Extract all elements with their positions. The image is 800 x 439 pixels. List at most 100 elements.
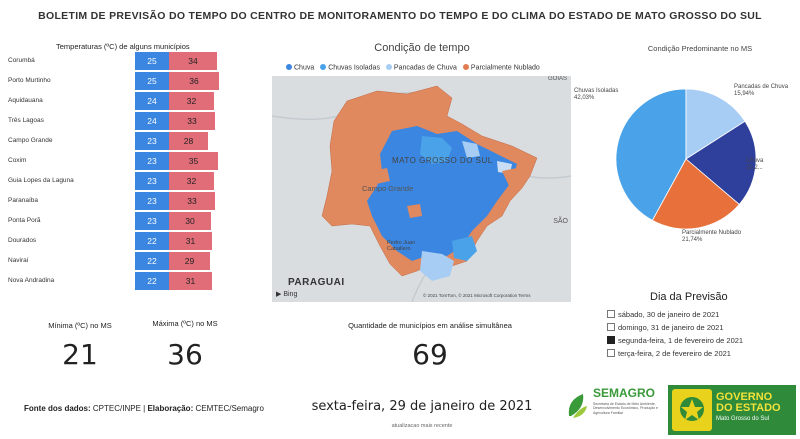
weather-map[interactable]: GOIÁS MATO GROSSO DO SUL Campo Grande Pe… bbox=[272, 76, 571, 302]
min-temp-bar: 23 bbox=[135, 152, 169, 170]
max-temp-bar: 32 bbox=[169, 92, 214, 110]
map-label-goias: GOIÁS bbox=[547, 76, 567, 82]
pie-svg bbox=[615, 88, 757, 230]
map-title: Condição de tempo bbox=[374, 42, 470, 54]
max-temp-bar: 35 bbox=[169, 152, 218, 170]
data-source: Fonte dos dados: CPTEC/INPE | Elaboração… bbox=[24, 404, 264, 413]
min-temp-bar: 25 bbox=[135, 52, 169, 70]
min-temp-bar: 22 bbox=[135, 252, 169, 270]
city-name: Porto Murtinho bbox=[8, 77, 51, 84]
pie-label-chuva: Chuva 20,2... bbox=[746, 158, 764, 171]
day-option[interactable]: segunda-feira, 1 de fevereiro de 2021 bbox=[607, 336, 743, 345]
legend-item-parcialmente-nublado[interactable]: Parcialmente Nublado bbox=[462, 64, 540, 72]
temperature-row[interactable]: Aquidauana 24 32 bbox=[0, 92, 240, 110]
max-temp-bar: 36 bbox=[169, 72, 219, 90]
temperature-row[interactable]: Corumbá 25 34 bbox=[0, 52, 240, 70]
municipalities-count-value: 69 bbox=[412, 338, 448, 371]
legend-dot-icon bbox=[286, 64, 292, 70]
min-temp-bar: 23 bbox=[135, 172, 169, 190]
pie-label-parcialmente-nublado: Parcialmente Nublado 21,74% bbox=[682, 230, 742, 243]
map-label-state: MATO GROSSO DO SUL bbox=[392, 156, 493, 165]
pie-slice[interactable] bbox=[615, 88, 687, 221]
max-temp-bar: 29 bbox=[169, 252, 210, 270]
pie-slice[interactable] bbox=[685, 120, 757, 205]
page-title: BOLETIM DE PREVISÃO DO TEMPO DO CENTRO D… bbox=[38, 10, 762, 22]
map-attribution[interactable]: © 2021 TomTom, © 2021 Microsoft Corporat… bbox=[423, 293, 531, 298]
temperature-row[interactable]: Dourados 22 31 bbox=[0, 232, 240, 250]
max-temp-label: Máxima (ºC) no MS bbox=[152, 319, 218, 328]
day-option[interactable]: domingo, 31 de janeiro de 2021 bbox=[607, 323, 724, 332]
checkbox-icon[interactable] bbox=[607, 323, 615, 331]
legend-item-chuvas-isoladas[interactable]: Chuvas Isoladas bbox=[320, 64, 380, 72]
temperature-row[interactable]: Guia Lopes da Laguna 23 32 bbox=[0, 172, 240, 190]
temperature-row[interactable]: Porto Murtinho 25 36 bbox=[0, 72, 240, 90]
city-name: Três Lagoas bbox=[8, 117, 44, 124]
checkbox-icon[interactable] bbox=[607, 349, 615, 357]
temperature-row[interactable]: Ponta Porã 23 30 bbox=[0, 212, 240, 230]
city-name: Guia Lopes da Laguna bbox=[8, 177, 74, 184]
min-temp-bar: 23 bbox=[135, 132, 169, 150]
map-shapes bbox=[272, 85, 571, 302]
min-temp-bar: 24 bbox=[135, 112, 169, 130]
min-temp-bar: 22 bbox=[135, 272, 169, 290]
temperature-row[interactable]: Coxim 23 35 bbox=[0, 152, 240, 170]
region-pancadas bbox=[420, 251, 454, 281]
state-coat-of-arms-icon bbox=[672, 389, 712, 431]
map-label-campo-grande: Campo Grande bbox=[362, 184, 414, 193]
map-label-paraguai: PARAGUAI bbox=[288, 277, 345, 288]
map-label-pedro-juan: Pedro Juan Caballero bbox=[387, 240, 416, 252]
region-chuvas-isoladas-2 bbox=[452, 236, 477, 261]
region-pancadas-2 bbox=[462, 141, 480, 158]
city-name: Aquidauana bbox=[8, 97, 43, 104]
city-name: Naviraí bbox=[8, 257, 29, 264]
city-name: Ponta Porã bbox=[8, 217, 41, 224]
day-option[interactable]: sábado, 30 de janeiro de 2021 bbox=[607, 310, 719, 319]
checkbox-icon[interactable] bbox=[607, 310, 615, 318]
temperature-row[interactable]: Paranaíba 23 33 bbox=[0, 192, 240, 210]
legend-item-pancadas[interactable]: Pancadas de Chuva bbox=[385, 64, 457, 72]
temperature-row[interactable]: Nova Andradina 22 31 bbox=[0, 272, 240, 290]
semagro-leaf-icon bbox=[568, 394, 587, 418]
temperature-row[interactable]: Campo Grande 23 28 bbox=[0, 132, 240, 150]
pie-chart[interactable]: Chuvas Isoladas 42,03% Pancadas de Chuva 1… bbox=[568, 62, 800, 257]
map-label-sao: SÃO bbox=[553, 218, 568, 225]
pie-title: Condição Predominante no MS bbox=[647, 44, 753, 53]
pie-slice[interactable] bbox=[651, 158, 740, 230]
legend-dot-icon bbox=[462, 64, 469, 70]
min-temp-bar: 22 bbox=[135, 232, 169, 250]
region-chuva bbox=[367, 126, 517, 261]
city-name: Paranaíba bbox=[8, 197, 38, 204]
government-logo: GOVERNO DO ESTADO Mato Grosso do Sul bbox=[668, 385, 796, 435]
temperature-row[interactable]: Três Lagoas 24 33 bbox=[0, 112, 240, 130]
temperature-table-header: Temperaturas (ºC) de alguns municípios bbox=[56, 42, 190, 51]
min-temp-bar: 23 bbox=[135, 192, 169, 210]
bulletin-date: sexta-feira, 29 de janeiro de 2021 bbox=[311, 399, 533, 414]
max-temp-bar: 34 bbox=[169, 52, 217, 70]
legend-dot-icon bbox=[385, 64, 392, 70]
max-temp-value: 36 bbox=[167, 338, 203, 371]
day-picker-title: Dia da Previsão bbox=[650, 291, 728, 303]
legend-item-chuva[interactable]: Chuva bbox=[286, 64, 314, 72]
city-name: Campo Grande bbox=[8, 137, 53, 144]
min-temp-bar: 25 bbox=[135, 72, 169, 90]
pie-label-pancadas: Pancadas de Chuva 15,94% bbox=[734, 84, 789, 97]
updated-note: atualizacao mais recente bbox=[391, 423, 453, 429]
semagro-logo: SEMAGRO Secretaria de Estado de Meio Amb… bbox=[563, 386, 663, 432]
min-temp-bar: 23 bbox=[135, 212, 169, 230]
pie-slice[interactable] bbox=[685, 88, 746, 160]
max-temp-bar: 31 bbox=[169, 272, 212, 290]
map-legend: Chuva Chuvas Isoladas Pancadas de Chuva … bbox=[286, 64, 544, 72]
bing-logo: ▶ Bing bbox=[276, 291, 298, 298]
checkbox-icon[interactable] bbox=[607, 336, 615, 344]
max-temp-bar: 33 bbox=[169, 112, 215, 130]
min-temp-bar: 24 bbox=[135, 92, 169, 110]
day-option[interactable]: terça-feira, 2 de fevereiro de 2021 bbox=[607, 349, 731, 358]
city-name: Nova Andradina bbox=[8, 277, 55, 284]
min-temp-label: Mínima (ºC) no MS bbox=[48, 321, 112, 330]
max-temp-bar: 30 bbox=[169, 212, 211, 230]
max-temp-bar: 32 bbox=[169, 172, 214, 190]
min-temp-value: 21 bbox=[62, 338, 98, 371]
temperature-row[interactable]: Naviraí 22 29 bbox=[0, 252, 240, 270]
legend-dot-icon bbox=[320, 64, 327, 70]
region-chuvas-isoladas bbox=[420, 136, 452, 164]
